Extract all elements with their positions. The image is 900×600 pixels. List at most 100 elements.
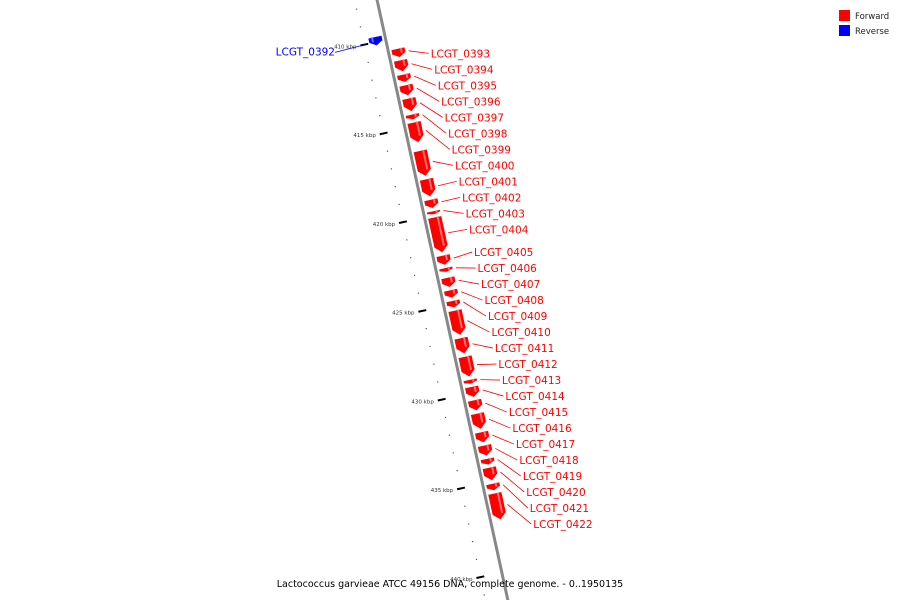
gene-label[interactable]: LCGT_0415: [509, 407, 568, 419]
gene-label[interactable]: LCGT_0406: [477, 263, 537, 275]
gene-leader-line: [467, 320, 490, 333]
gene-label[interactable]: LCGT_0420: [526, 487, 585, 499]
minor-tick: [464, 505, 466, 507]
gene-arrow[interactable]: [401, 96, 418, 112]
gene-arrow[interactable]: [396, 72, 412, 83]
gene-label[interactable]: LCGT_0400: [455, 160, 514, 172]
minor-tick: [471, 540, 474, 543]
gene-arrow[interactable]: [423, 197, 440, 209]
gene-label[interactable]: LCGT_0399: [452, 144, 511, 156]
minor-tick: [386, 150, 389, 152]
gene-highlight: [405, 73, 409, 79]
gene-arrow[interactable]: [457, 354, 476, 378]
minor-tick: [468, 523, 470, 525]
gene-arrow[interactable]: [405, 112, 421, 120]
gene-leader-line: [476, 363, 497, 365]
gene-label[interactable]: LCGT_0395: [438, 80, 497, 92]
legend-label-reverse: Reverse: [855, 27, 889, 37]
gene-highlight: [496, 492, 504, 514]
gene-arrow[interactable]: [443, 288, 459, 299]
gene-arrow[interactable]: [447, 308, 467, 336]
gene-arrow[interactable]: [467, 398, 483, 411]
gene-highlight: [473, 385, 477, 393]
scale-ticks: 410 kbp 415 kbp 420 kbp 425 kbp 430 kbp 435 k…: [334, 8, 485, 596]
genome-backbone: [375, 0, 510, 600]
gene-label[interactable]: LCGT_0418: [519, 455, 578, 467]
tick-label: 415 kbp: [353, 133, 376, 139]
gene-arrow[interactable]: [367, 34, 384, 47]
gene-leader-line: [441, 196, 461, 203]
minor-tick: [413, 274, 416, 277]
gene-label[interactable]: LCGT_0397: [445, 112, 504, 124]
gene-label[interactable]: LCGT_0412: [498, 359, 557, 371]
gene-arrow[interactable]: [393, 58, 409, 72]
gene-highlight: [471, 378, 475, 382]
minor-tick: [437, 381, 439, 383]
gene-arrow[interactable]: [485, 481, 501, 491]
gene-label[interactable]: LCGT_0392: [276, 46, 335, 58]
gene-highlight: [402, 59, 406, 66]
gene-label[interactable]: LCGT_0417: [516, 439, 575, 451]
gene-highlight: [444, 254, 449, 261]
gene-arrow[interactable]: [440, 275, 457, 288]
gene-label[interactable]: LCGT_0409: [488, 311, 547, 323]
gene-arrow[interactable]: [435, 253, 452, 266]
gene-label[interactable]: LCGT_0407: [481, 279, 540, 291]
gene-highlight: [462, 336, 467, 348]
gene-label[interactable]: LCGT_0411: [495, 343, 554, 355]
minor-tick: [452, 452, 454, 454]
gene-label[interactable]: LCGT_0419: [523, 471, 582, 483]
gene-leader-line: [492, 434, 514, 445]
gene-leader-line: [463, 301, 487, 317]
gene-label[interactable]: LCGT_0408: [484, 295, 543, 307]
gene-arrow[interactable]: [390, 46, 407, 58]
gene-label[interactable]: LCGT_0421: [530, 503, 589, 515]
gene-arrow[interactable]: [481, 465, 498, 482]
gene-label[interactable]: LCGT_0394: [434, 64, 494, 76]
minor-tick: [398, 203, 400, 206]
gene-label[interactable]: LCGT_0414: [505, 391, 565, 403]
gene-arrow[interactable]: [445, 298, 461, 309]
gene-arrow[interactable]: [477, 443, 493, 457]
gene-leader-line: [422, 114, 447, 134]
gene-arrow[interactable]: [453, 336, 471, 355]
gene-highlight: [428, 178, 433, 191]
gene-label[interactable]: LCGT_0413: [502, 375, 561, 387]
gene-arrow[interactable]: [438, 265, 454, 273]
gene-label[interactable]: LCGT_0402: [462, 192, 521, 204]
gene-leader-line: [485, 402, 508, 413]
gene-arrow[interactable]: [426, 209, 441, 215]
gene-features: [367, 34, 507, 521]
backbone-line: [375, 0, 510, 600]
gene-highlight: [491, 466, 495, 475]
gene-arrow[interactable]: [462, 377, 478, 385]
gene-label[interactable]: LCGT_0405: [474, 247, 533, 259]
gene-leader-line: [502, 484, 529, 509]
gene-leader-line: [472, 343, 494, 349]
gene-label[interactable]: LCGT_0410: [491, 327, 550, 339]
gene-label[interactable]: LCGT_0422: [533, 519, 592, 531]
legend: Forward Reverse: [839, 10, 889, 37]
gene-arrow[interactable]: [398, 83, 415, 96]
minor-tick: [425, 327, 427, 330]
gene-label[interactable]: LCGT_0416: [512, 423, 572, 435]
tick-label: 435 kbp: [431, 488, 454, 494]
minor-tick: [359, 26, 362, 28]
gene-arrow[interactable]: [470, 411, 487, 430]
gene-label[interactable]: LCGT_0398: [448, 128, 507, 140]
gene-arrow[interactable]: [406, 120, 425, 143]
gene-label[interactable]: LCGT_0396: [441, 96, 501, 108]
gene-leader-line: [453, 251, 473, 259]
gene-highlight: [494, 482, 498, 487]
gene-arrow[interactable]: [480, 456, 496, 466]
gene-label[interactable]: LCGT_0393: [431, 48, 490, 60]
gene-label[interactable]: LCGT_0401: [459, 176, 518, 188]
gene-highlight: [410, 97, 415, 106]
gene-arrow[interactable]: [474, 430, 490, 443]
gene-label[interactable]: LCGT_0404: [469, 224, 529, 236]
gene-leader-line: [411, 63, 433, 70]
gene-arrow[interactable]: [464, 384, 481, 398]
gene-label[interactable]: LCGT_0403: [466, 208, 525, 220]
gene-leader-line: [419, 102, 443, 118]
gene-arrow[interactable]: [419, 177, 437, 198]
